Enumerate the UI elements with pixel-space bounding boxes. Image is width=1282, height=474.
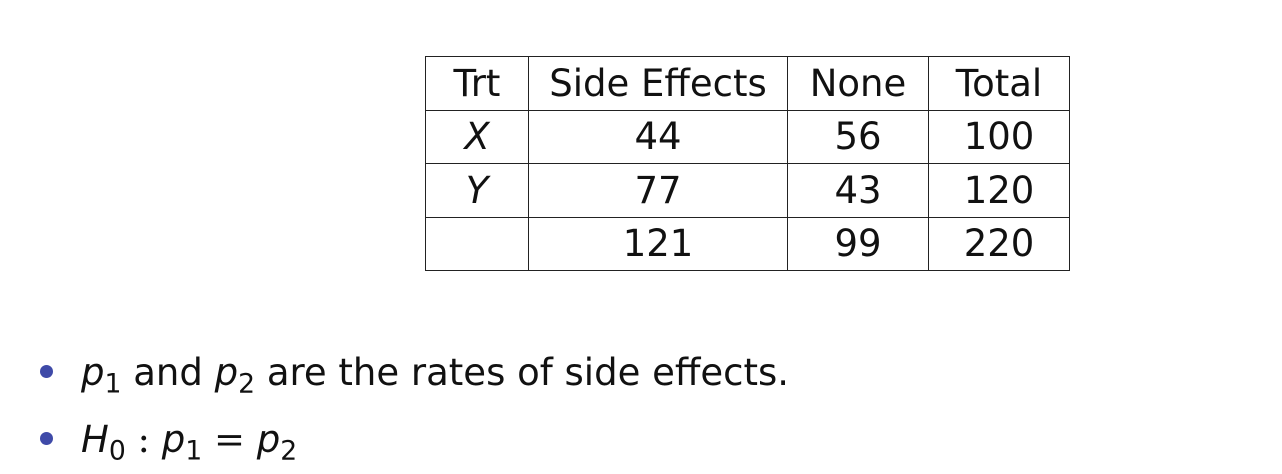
- table-header-row: Trt Side Effects None Total: [425, 56, 1070, 111]
- cell-total: 100: [928, 109, 1070, 164]
- math-var-h: H: [81, 418, 109, 461]
- bullet-text: and: [133, 351, 203, 394]
- math-equals: =: [214, 418, 246, 461]
- math-var-p: p: [81, 351, 105, 394]
- bullet-icon: [40, 432, 53, 445]
- bullet-icon: [40, 365, 53, 378]
- contingency-table: Trt Side Effects None Total X 44 56 100 …: [425, 56, 1070, 271]
- math-colon: :: [137, 418, 151, 461]
- table-totals-row: 121 99 220: [425, 216, 1070, 271]
- math-subscript: 1: [185, 435, 203, 467]
- math-subscript: 0: [108, 435, 126, 467]
- bullet-item-hypothesis: H0 : p1 = p2: [40, 417, 297, 474]
- cell-total: 220: [928, 216, 1070, 271]
- cell-none: 43: [787, 163, 929, 218]
- cell-side-effects: 77: [528, 163, 788, 218]
- table-row: Y 77 43 120: [425, 163, 1070, 218]
- math-var-p: p: [256, 418, 281, 461]
- math-subscript: 2: [280, 435, 298, 467]
- math-var-p: p: [214, 351, 239, 394]
- header-total: Total: [928, 56, 1070, 111]
- cell-total: 120: [928, 163, 1070, 218]
- cell-trt: Y: [425, 163, 529, 218]
- cell-side-effects: 44: [528, 109, 788, 164]
- math-var-p: p: [161, 418, 186, 461]
- math-subscript: 2: [238, 368, 256, 400]
- bullet-item-rates: p1 and p2 are the rates of side effects.: [40, 350, 789, 407]
- table-row: X 44 56 100: [425, 109, 1070, 164]
- header-none: None: [787, 56, 929, 111]
- bullet-text: are the rates of side effects.: [266, 351, 790, 394]
- header-trt: Trt: [425, 56, 529, 111]
- cell-side-effects: 121: [528, 216, 788, 271]
- math-subscript: 1: [104, 368, 122, 400]
- cell-trt: [425, 216, 529, 271]
- header-side-effects: Side Effects: [528, 56, 788, 111]
- cell-none: 99: [787, 216, 929, 271]
